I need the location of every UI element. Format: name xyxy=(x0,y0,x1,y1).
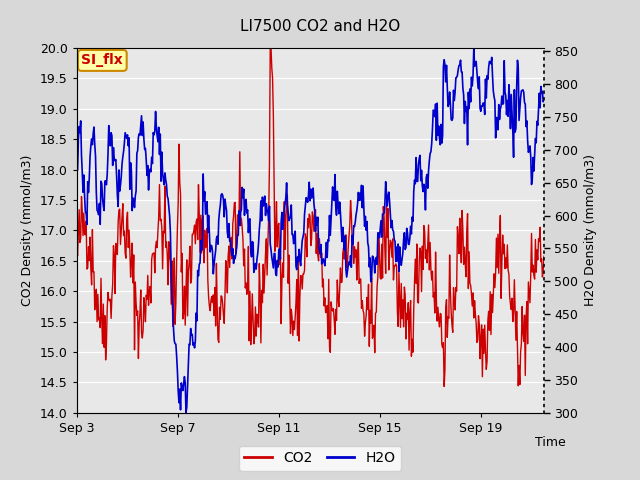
Text: LI7500 CO2 and H2O: LI7500 CO2 and H2O xyxy=(240,19,400,34)
Y-axis label: H2O Density (mmol/m3): H2O Density (mmol/m3) xyxy=(584,155,597,306)
Text: SI_flx: SI_flx xyxy=(81,53,124,67)
Text: Time: Time xyxy=(535,436,566,449)
Y-axis label: CO2 Density (mmol/m3): CO2 Density (mmol/m3) xyxy=(21,155,35,306)
Legend: CO2, H2O: CO2, H2O xyxy=(239,445,401,471)
